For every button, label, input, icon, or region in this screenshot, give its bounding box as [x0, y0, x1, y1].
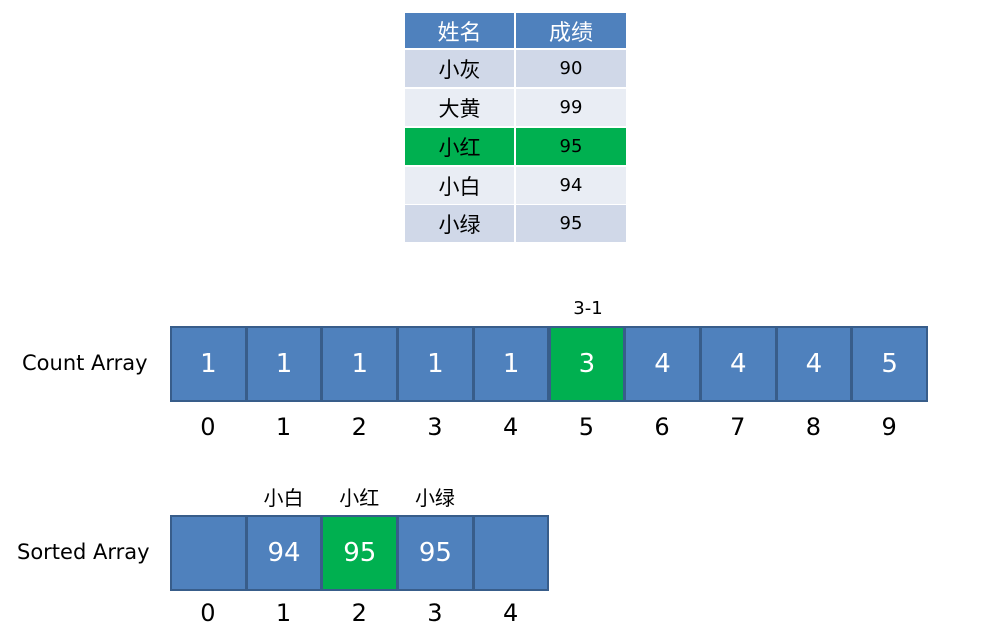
index-label: 4 — [503, 599, 519, 627]
table-cell: 90 — [516, 50, 626, 87]
table-cell: 95 — [516, 205, 626, 242]
sorted-cell: 94 — [245, 515, 323, 591]
name-label — [170, 481, 246, 511]
index-label: 2 — [351, 599, 367, 627]
index-label: 8 — [805, 413, 822, 441]
table-header: 成绩 — [516, 13, 626, 48]
count-cell: 1 — [397, 326, 474, 402]
count-cell: 4 — [775, 326, 853, 402]
name-label — [473, 481, 549, 511]
table-header: 姓名 — [405, 13, 514, 48]
table-cell: 小灰 — [405, 50, 514, 87]
count-cell: 1 — [170, 326, 247, 402]
sorted-cell: 95 — [321, 515, 399, 591]
table-cell: 小白 — [405, 167, 514, 204]
name-label: 小绿 — [414, 485, 455, 510]
index-label: 3 — [427, 599, 443, 627]
index-label: 0 — [200, 599, 216, 627]
table-cell: 99 — [516, 89, 626, 126]
index-label: 7 — [730, 413, 746, 441]
table-cell: 小红 — [405, 128, 514, 165]
table-cell: 95 — [516, 128, 626, 165]
name-label: 小红 — [339, 485, 380, 510]
count-cell: 1 — [245, 326, 323, 402]
index-label: 1 — [275, 413, 292, 441]
count-array-label: Count Array — [22, 351, 148, 375]
sorted-cell — [170, 515, 247, 591]
sorted-array-label: Sorted Array — [17, 540, 150, 564]
index-label: 3 — [427, 413, 443, 441]
name-label: 小白 — [263, 485, 304, 510]
index-label: 4 — [503, 413, 519, 441]
sorted-cell: 95 — [397, 515, 474, 591]
table-cell: 小绿 — [405, 205, 514, 242]
table-cell: 94 — [516, 167, 626, 204]
sorted-cell — [472, 515, 550, 591]
index-label: 1 — [275, 599, 292, 627]
count-cell: 4 — [699, 326, 777, 402]
index-label: 2 — [351, 413, 367, 441]
count-cell: 5 — [851, 326, 928, 402]
index-label: 5 — [578, 413, 594, 441]
index-label: 9 — [881, 413, 897, 441]
index-label: 0 — [200, 413, 216, 441]
count-cell: 1 — [321, 326, 399, 402]
annotation: 3-1 — [573, 297, 603, 319]
count-cell: 3 — [548, 326, 626, 402]
table-cell: 大黄 — [405, 89, 514, 126]
count-cell: 1 — [472, 326, 550, 402]
index-label: 6 — [654, 413, 670, 441]
count-cell: 4 — [624, 326, 701, 402]
